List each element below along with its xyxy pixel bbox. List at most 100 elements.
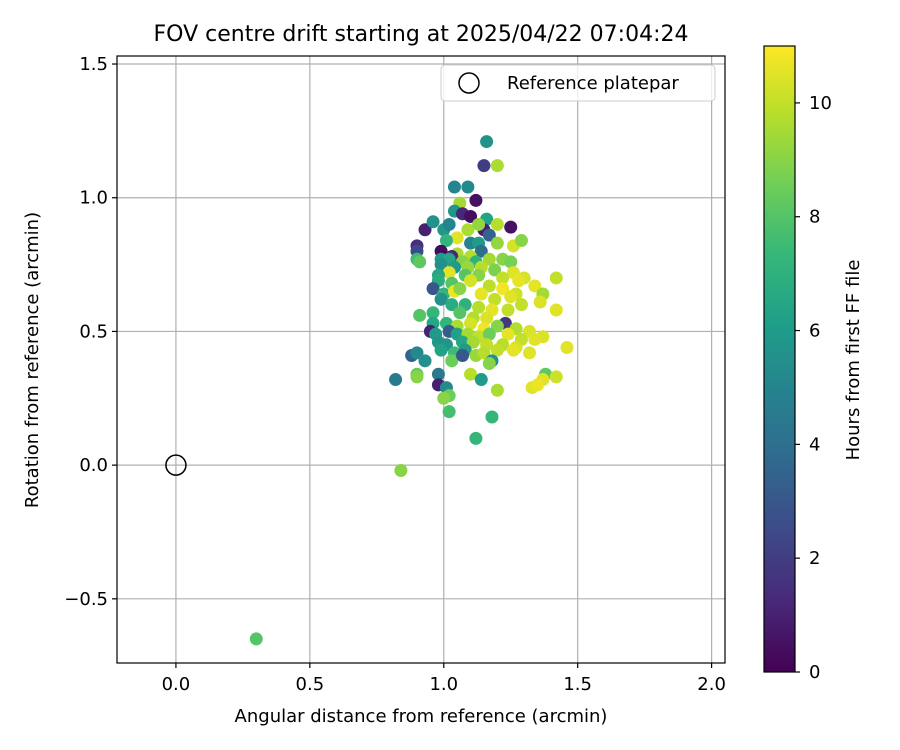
scatter-point	[474, 244, 488, 258]
scatter-point	[442, 217, 456, 231]
scatter-point	[410, 370, 424, 384]
scatter-point	[490, 383, 504, 397]
scatter-point	[531, 378, 545, 392]
scatter-point	[461, 223, 475, 237]
scatter-point	[418, 354, 432, 368]
x-axis-label: Angular distance from reference (arcmin)	[235, 706, 608, 727]
scatter-point	[488, 292, 502, 306]
y-tick-label: 0.0	[79, 455, 108, 476]
scatter-point	[504, 290, 518, 304]
scatter-point	[506, 343, 520, 357]
scatter-point	[410, 346, 424, 360]
scatter-point	[480, 311, 494, 325]
scatter-point	[413, 308, 427, 322]
y-tick-label: 1.0	[79, 188, 108, 209]
x-tick-label: 1.5	[563, 674, 592, 695]
scatter-point	[453, 306, 467, 320]
y-axis-ticks: −0.5 0.0 0.5 1.0 1.5	[64, 54, 117, 610]
scatter-point	[490, 217, 504, 231]
scatter-point	[413, 255, 427, 269]
plot-frame	[116, 55, 726, 664]
scatter-point	[456, 348, 470, 362]
scatter-point	[514, 234, 528, 248]
scatter-point	[522, 346, 536, 360]
scatter-point	[394, 463, 408, 477]
colorbar-frame	[763, 45, 796, 673]
scatter-point	[549, 303, 563, 317]
scatter-point	[549, 370, 563, 384]
scatter-point	[445, 354, 459, 368]
y-tick-label: −0.5	[64, 589, 108, 610]
scatter-point	[431, 367, 445, 381]
scatter-point	[533, 295, 547, 309]
legend: Reference platepar	[440, 64, 716, 102]
scatter-point	[490, 236, 504, 250]
x-tick-label: 0.0	[162, 674, 191, 695]
scatter-point	[560, 340, 574, 354]
colorbar-tick-label: 0	[809, 662, 820, 683]
scatter-point	[504, 220, 518, 234]
scatter-point	[490, 343, 504, 357]
colorbar-tick-label: 2	[809, 548, 820, 569]
legend-box	[440, 64, 716, 102]
scatter-point	[496, 271, 510, 285]
x-axis-ticks: 0.0 0.5 1.0 1.5 2.0	[162, 663, 726, 695]
scatter-point	[418, 223, 432, 237]
scatter-point	[472, 300, 486, 314]
scatter-point	[450, 231, 464, 245]
scatter-points	[249, 135, 574, 646]
scatter-point	[477, 159, 491, 173]
y-axis-label: Rotation from reference (arcmin)	[22, 212, 43, 508]
legend-entry-reference-platepar: Reference platepar	[507, 73, 679, 94]
scatter-point	[504, 255, 518, 269]
scatter-point	[426, 215, 440, 229]
x-tick-label: 2.0	[697, 674, 726, 695]
scatter-point	[482, 228, 496, 242]
scatter-point	[474, 373, 488, 387]
y-tick-label: 1.5	[79, 54, 108, 75]
scatter-point	[512, 274, 526, 288]
scatter-point	[549, 271, 563, 285]
plot-area: 0.0 0.5 1.0 1.5 2.0 −0.5 0.0 0.5 1.0 1.5	[64, 54, 726, 695]
colorbar: 0 2 4 6 8 10 Hours from first FF file	[763, 45, 864, 683]
scatter-point	[514, 298, 528, 312]
scatter-point	[445, 298, 459, 312]
scatter-point	[466, 335, 480, 349]
scatter-point	[477, 346, 491, 360]
x-tick-label: 0.5	[296, 674, 325, 695]
colorbar-label: Hours from first FF file	[843, 260, 864, 461]
scatter-point	[482, 327, 496, 341]
reference-platepar-marker	[165, 454, 187, 476]
grid	[117, 56, 725, 663]
scatter-point	[434, 258, 448, 272]
scatter-point	[453, 282, 467, 296]
scatter-point	[490, 319, 504, 333]
y-tick-label: 0.5	[79, 321, 108, 342]
scatter-point	[437, 391, 451, 405]
scatter-point	[442, 266, 456, 280]
scatter-point	[488, 263, 502, 277]
scatter-point	[482, 279, 496, 293]
scatter-point	[464, 274, 478, 288]
scatter-point	[249, 632, 263, 646]
x-tick-label: 1.0	[429, 674, 458, 695]
scatter-point	[482, 357, 496, 371]
colorbar-ticks: 0 2 4 6 8 10	[795, 93, 832, 683]
scatter-point	[472, 217, 486, 231]
scatter-point	[496, 282, 510, 296]
scatter-point	[434, 292, 448, 306]
scatter-point	[464, 316, 478, 330]
scatter-point	[469, 193, 483, 207]
scatter-point	[426, 306, 440, 320]
colorbar-tick-label: 4	[809, 434, 820, 455]
scatter-point	[501, 303, 515, 317]
scatter-point	[474, 287, 488, 301]
chart-title: FOV centre drift starting at 2025/04/22 …	[154, 22, 689, 47]
scatter-point	[485, 410, 499, 424]
scatter-point	[464, 209, 478, 223]
colorbar-tick-label: 6	[809, 321, 820, 342]
scatter-point	[426, 282, 440, 296]
scatter-point	[528, 332, 542, 346]
colorbar-gradient	[764, 46, 795, 672]
